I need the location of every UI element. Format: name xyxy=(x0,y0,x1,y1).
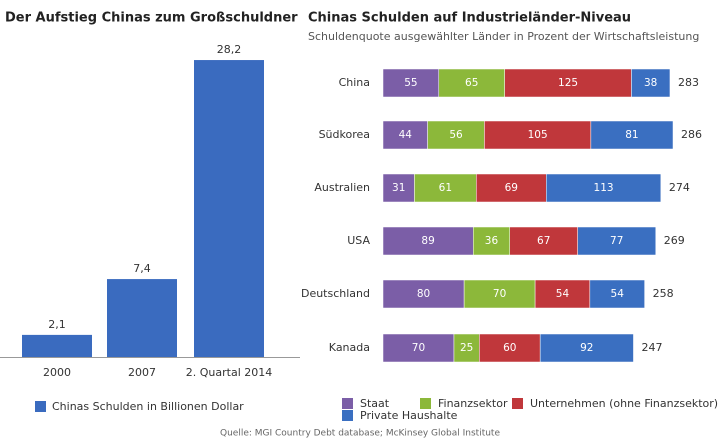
value-label: 7,4 xyxy=(133,262,151,275)
bar-segment xyxy=(382,173,415,203)
bar-segment xyxy=(479,333,541,363)
bar-segment xyxy=(590,120,674,150)
x-tick-label: 2000 xyxy=(43,366,71,379)
bar-segment xyxy=(382,333,455,363)
legend-label: Private Haushalte xyxy=(360,409,458,422)
segment-label: 31 xyxy=(392,182,405,194)
y-tick-label: Kanada xyxy=(329,341,370,354)
bar-segment xyxy=(427,120,485,150)
bar-segment xyxy=(476,173,547,203)
segment-label: 89 xyxy=(421,235,434,247)
total-label: 258 xyxy=(653,287,674,300)
total-label: 283 xyxy=(678,76,699,89)
legend-label: Finanzsektor xyxy=(438,397,508,410)
bar-segment xyxy=(504,68,632,98)
y-tick-label: China xyxy=(339,76,370,89)
segment-label: 67 xyxy=(537,235,550,247)
segment-label: 81 xyxy=(625,129,638,141)
bar xyxy=(22,334,92,357)
bar-segment xyxy=(539,333,634,363)
segment-label: 113 xyxy=(594,182,614,194)
total-label: 247 xyxy=(641,341,662,354)
legend-label: Unternehmen (ohne Finanzsektor) xyxy=(530,397,718,410)
segment-label: 54 xyxy=(556,288,570,300)
bar-segment xyxy=(382,226,474,256)
segment-label: 44 xyxy=(399,129,413,141)
total-label: 286 xyxy=(681,128,702,141)
source: Quelle: MGI Country Debt database; McKin… xyxy=(220,429,500,439)
segment-label: 61 xyxy=(439,182,452,194)
segment-label: 77 xyxy=(610,235,623,247)
segment-label: 25 xyxy=(460,342,473,354)
legend-swatch xyxy=(342,410,353,421)
value-label: 28,2 xyxy=(217,43,242,56)
segment-label: 80 xyxy=(417,288,430,300)
segment-label: 56 xyxy=(449,129,463,141)
segment-label: 55 xyxy=(404,77,417,89)
y-tick-label: Australien xyxy=(314,181,370,194)
y-tick-label: USA xyxy=(347,234,370,247)
legend-swatch xyxy=(35,401,46,412)
bar-segment xyxy=(577,226,657,256)
segment-label: 125 xyxy=(558,77,578,89)
bar-segment xyxy=(546,173,662,203)
chart-title: Der Aufstieg Chinas zum Großschuldner xyxy=(5,11,298,26)
x-tick-label: 2007 xyxy=(128,366,156,379)
y-tick-label: Südkorea xyxy=(319,128,370,141)
segment-label: 69 xyxy=(505,182,518,194)
segment-label: 38 xyxy=(644,77,657,89)
y-tick-label: Deutschland xyxy=(301,287,370,300)
chart-subtitle: Schuldenquote ausgewählter Länder in Pro… xyxy=(308,30,699,43)
segment-label: 36 xyxy=(485,235,499,247)
bar-segment xyxy=(631,68,671,98)
x-tick-label: 2. Quartal 2014 xyxy=(186,366,273,379)
bar xyxy=(194,60,264,357)
bar-segment xyxy=(472,226,511,256)
legend-label: Staat xyxy=(360,397,390,410)
bar-segment xyxy=(589,279,645,309)
segment-label: 70 xyxy=(493,288,506,300)
bar xyxy=(107,279,177,357)
value-label: 2,1 xyxy=(48,318,66,331)
segment-label: 54 xyxy=(611,288,625,300)
total-label: 269 xyxy=(664,234,685,247)
bar-segment xyxy=(414,173,477,203)
segment-label: 105 xyxy=(528,129,548,141)
legend-swatch xyxy=(342,398,353,409)
bar-segment xyxy=(382,279,465,309)
bar-segment xyxy=(438,68,505,98)
bar-segment xyxy=(509,226,578,256)
segment-label: 60 xyxy=(503,342,516,354)
total-label: 274 xyxy=(669,181,690,194)
bar-segment xyxy=(534,279,591,309)
segment-label: 65 xyxy=(465,77,478,89)
legend-swatch xyxy=(420,398,431,409)
legend-swatch xyxy=(512,398,523,409)
legend-label: Chinas Schulden in Billionen Dollar xyxy=(52,400,244,413)
bar-segment xyxy=(463,279,536,309)
chart-title: Chinas Schulden auf Industrieländer-Nive… xyxy=(308,11,631,26)
segment-label: 92 xyxy=(580,342,593,354)
segment-label: 70 xyxy=(412,342,425,354)
